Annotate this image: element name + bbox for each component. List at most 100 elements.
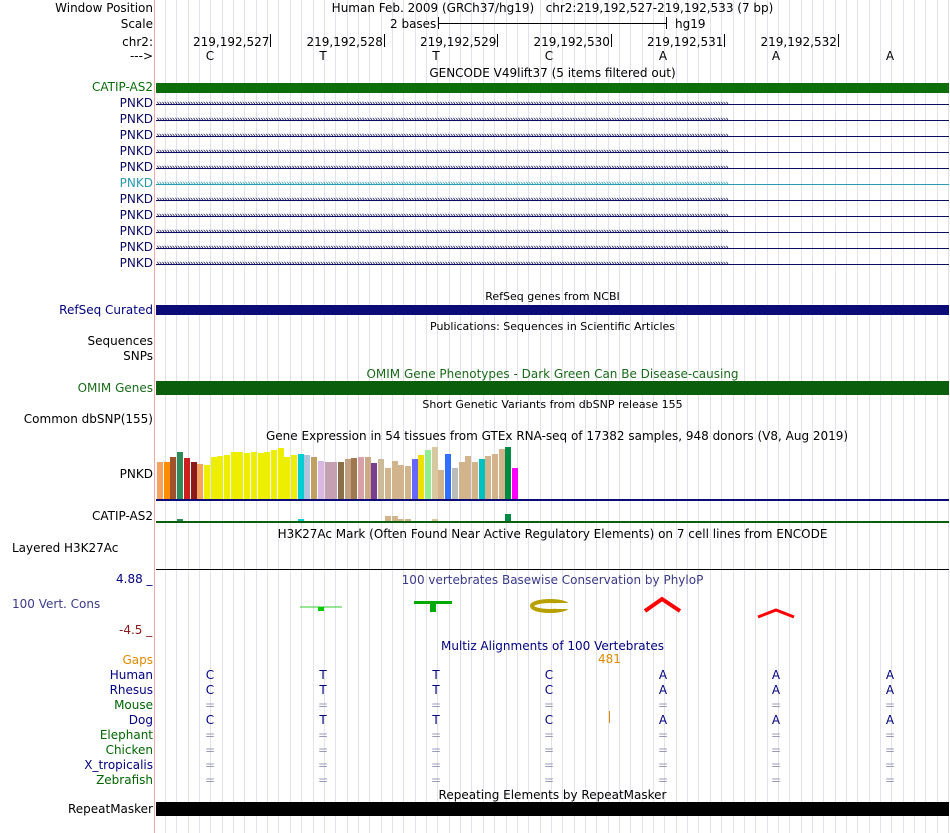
gtex-tissue-bar[interactable] xyxy=(512,468,518,499)
omim-feature[interactable] xyxy=(156,381,949,395)
species-label-elephant[interactable]: Elephant xyxy=(99,728,153,742)
gtex-tissue-bar[interactable] xyxy=(197,464,203,499)
refseq-label[interactable]: RefSeq Curated xyxy=(59,303,153,317)
gtex-tissue-bar[interactable] xyxy=(291,455,297,499)
gtex-tissue-bar[interactable] xyxy=(418,455,424,499)
gencode-item-pnkd-label[interactable]: PNKD xyxy=(119,160,153,174)
gtex-tissue-bar[interactable] xyxy=(445,454,451,499)
gtex-tissue-bar[interactable] xyxy=(258,453,264,499)
gtex-tissue-bar[interactable] xyxy=(405,519,411,521)
gtex-tissue-bar[interactable] xyxy=(385,516,391,521)
gtex-tissue-bar[interactable] xyxy=(264,452,270,499)
gtex-tissue-bar[interactable] xyxy=(251,452,257,499)
gencode-feature-pnkd[interactable]: ››››››››››››››››››››››››››››››››››››››››… xyxy=(156,226,949,238)
gencode-item-catip-as2-label[interactable]: CATIP-AS2 xyxy=(91,80,153,94)
repeatmasker-track-title[interactable]: Repeating Elements by RepeatMasker xyxy=(438,788,667,802)
refseq-feature[interactable] xyxy=(156,305,949,315)
gtex-tissue-bar[interactable] xyxy=(472,462,478,499)
multiz-track-title[interactable]: Multiz Alignments of 100 Vertebrates xyxy=(440,639,665,653)
h3k27ac-track-title[interactable]: H3K27Ac Mark (Often Found Near Active Re… xyxy=(277,527,828,541)
gtex-tissue-bar[interactable] xyxy=(479,459,485,499)
species-label-mouse[interactable]: Mouse xyxy=(114,698,153,712)
species-label-human[interactable]: Human xyxy=(109,668,153,682)
gencode-feature-pnkd[interactable]: ››››››››››››››››››››››››››››››››››››››››… xyxy=(156,130,949,142)
gtex-tissue-bar[interactable] xyxy=(191,462,197,499)
dbsnp-label[interactable]: Common dbSNP(155) xyxy=(23,412,153,426)
gencode-feature-pnkd[interactable]: ››››››››››››››››››››››››››››››››››››››››… xyxy=(156,178,949,190)
gencode-item-pnkd-label[interactable]: PNKD xyxy=(119,128,153,142)
gencode-item-pnkd-label[interactable]: PNKD xyxy=(119,240,153,254)
gtex-tissue-bar[interactable] xyxy=(284,457,290,499)
gtex-tissue-bar[interactable] xyxy=(217,456,223,499)
gtex-tissue-bar[interactable] xyxy=(278,448,284,499)
gtex-gene-catip[interactable]: CATIP-AS2 xyxy=(91,509,153,523)
gencode-item-pnkd-label[interactable]: PNKD xyxy=(119,256,153,270)
gtex-tissue-bar[interactable] xyxy=(378,459,384,499)
gtex-tissue-bar[interactable] xyxy=(505,514,511,521)
gtex-tissue-bar[interactable] xyxy=(492,454,498,499)
gtex-tissue-bar[interactable] xyxy=(459,462,465,499)
species-label-rhesus[interactable]: Rhesus xyxy=(109,683,153,697)
gtex-tissue-bar[interactable] xyxy=(177,452,183,499)
gtex-tissue-bar[interactable] xyxy=(358,457,364,499)
gencode-item-pnkd-label[interactable]: PNKD xyxy=(119,224,153,238)
gtex-tissue-bar[interactable] xyxy=(392,461,398,499)
gtex-tissue-bar[interactable] xyxy=(311,457,317,499)
gtex-tissue-bar[interactable] xyxy=(244,453,250,499)
gtex-tissue-bar[interactable] xyxy=(224,455,230,499)
gtex-tissue-bar[interactable] xyxy=(412,459,418,499)
gtex-tissue-bar[interactable] xyxy=(298,454,304,499)
phylop-track-title[interactable]: 100 vertebrates Basewise Conservation by… xyxy=(401,573,704,587)
gtex-gene-pnkd[interactable]: PNKD xyxy=(119,467,153,481)
gtex-tissue-bar[interactable] xyxy=(432,447,438,499)
gtex-tissue-bar[interactable] xyxy=(211,457,217,499)
gencode-feature-pnkd[interactable]: ››››››››››››››››››››››››››››››››››››››››… xyxy=(156,162,949,174)
gtex-tissue-bar[interactable] xyxy=(398,465,404,499)
gtex-tissue-bar[interactable] xyxy=(438,470,444,499)
species-label-dog[interactable]: Dog xyxy=(128,713,153,727)
gtex-tissue-bar[interactable] xyxy=(465,456,471,499)
gtex-tissue-bar[interactable] xyxy=(365,457,371,499)
gtex-tissue-bar[interactable] xyxy=(351,458,357,499)
gtex-tissue-bar[interactable] xyxy=(505,447,511,499)
gtex-tissue-bar[interactable] xyxy=(499,449,505,499)
gtex-tissue-bar[interactable] xyxy=(237,452,243,499)
species-label-zebrafish[interactable]: Zebrafish xyxy=(96,773,153,787)
gtex-tissue-bar[interactable] xyxy=(318,461,324,499)
gencode-track-title[interactable]: GENCODE V49lift37 (5 items filtered out) xyxy=(429,66,676,80)
gencode-item-pnkd-label[interactable]: PNKD xyxy=(119,176,153,190)
gtex-tissue-bar[interactable] xyxy=(371,463,377,499)
species-label-x_tropicalis[interactable]: X_tropicalis xyxy=(84,758,153,772)
omim-label[interactable]: OMIM Genes xyxy=(77,381,153,395)
phylop-label[interactable]: 100 Vert. Cons xyxy=(12,597,101,611)
gencode-item-pnkd-label[interactable]: PNKD xyxy=(119,208,153,222)
gtex-tissue-bar[interactable] xyxy=(271,450,277,499)
gtex-tissue-bar[interactable] xyxy=(385,468,391,499)
gencode-feature-catip-as2[interactable] xyxy=(156,83,949,93)
gencode-item-pnkd-label[interactable]: PNKD xyxy=(119,112,153,126)
repeatmasker-label[interactable]: RepeatMasker xyxy=(67,802,153,816)
gencode-item-pnkd-label[interactable]: PNKD xyxy=(119,144,153,158)
gencode-feature-pnkd[interactable]: ››››››››››››››››››››››››››››››››››››››››… xyxy=(156,114,949,126)
gencode-item-pnkd-label[interactable]: PNKD xyxy=(119,96,153,110)
gtex-tissue-bar[interactable] xyxy=(405,466,411,499)
gencode-feature-pnkd[interactable]: ››››››››››››››››››››››››››››››››››››››››… xyxy=(156,210,949,222)
gencode-item-pnkd-label[interactable]: PNKD xyxy=(119,192,153,206)
refseq-track-title[interactable]: RefSeq genes from NCBI xyxy=(485,290,620,303)
gtex-tissue-bar[interactable] xyxy=(398,519,404,521)
gtex-tissue-bar[interactable] xyxy=(345,459,351,499)
h3k27ac-label[interactable]: Layered H3K27Ac xyxy=(12,541,119,555)
gtex-tissue-bar[interactable] xyxy=(231,452,237,499)
publications-label-snps[interactable]: SNPs xyxy=(123,349,153,363)
gencode-feature-pnkd[interactable]: ››››››››››››››››››››››››››››››››››››››››… xyxy=(156,98,949,110)
gtex-tissue-bar[interactable] xyxy=(170,457,176,499)
publications-track-title[interactable]: Publications: Sequences in Scientific Ar… xyxy=(430,320,675,333)
gtex-tissue-bar[interactable] xyxy=(338,462,344,499)
gtex-tissue-bar[interactable] xyxy=(392,516,398,521)
gtex-track-title[interactable]: Gene Expression in 54 tissues from GTEx … xyxy=(266,429,849,443)
gtex-tissue-bar[interactable] xyxy=(331,462,337,499)
repeatmasker-feature[interactable] xyxy=(156,802,949,816)
omim-track-title[interactable]: OMIM Gene Phenotypes - Dark Green Can Be… xyxy=(366,367,739,381)
dbsnp-track-title[interactable]: Short Genetic Variants from dbSNP releas… xyxy=(422,398,683,411)
publications-label-sequences[interactable]: Sequences xyxy=(87,334,153,348)
